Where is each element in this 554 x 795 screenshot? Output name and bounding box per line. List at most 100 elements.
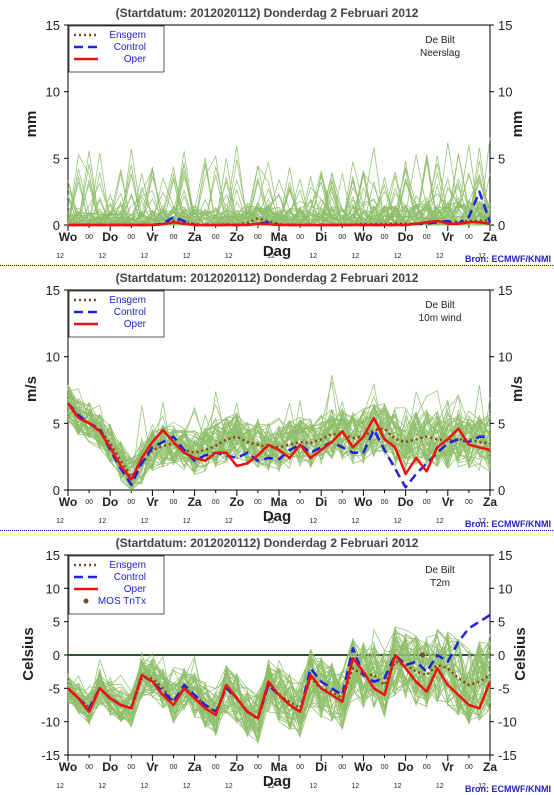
minor-hour-label: 00 (254, 234, 262, 241)
minor-hour-label: 00 (296, 499, 304, 506)
hour-label: 12 (56, 518, 64, 525)
y-tick-label: 10 (498, 581, 512, 596)
minor-hour-label: 00 (85, 499, 93, 506)
x-axis-title: Dag (263, 508, 291, 525)
y-tick-label: -10 (498, 715, 517, 730)
minor-hour-label: 00 (127, 234, 135, 241)
y-tick-label: -5 (48, 681, 60, 696)
ensemble-member-line (67, 406, 491, 470)
y-tick-label: 0 (53, 218, 60, 233)
ensemble-member-line (67, 641, 491, 725)
x-axis-title: Dag (263, 243, 291, 260)
legend-label-control: Control (114, 572, 146, 583)
y-tick-label: -15 (41, 748, 60, 763)
x-tick-label: Vr (442, 230, 454, 244)
minor-hour-label: 00 (170, 499, 178, 506)
minor-hour-label: 00 (465, 234, 473, 241)
minor-hour-label: 00 (465, 764, 473, 771)
x-tick-label: Zo (229, 495, 244, 509)
y-tick-label: 10 (46, 581, 60, 596)
oper-line (67, 653, 492, 720)
x-tick-label: Za (188, 230, 202, 244)
legend-label-control: Control (114, 307, 146, 318)
hour-label: 12 (98, 518, 106, 525)
y-axis-title-right: m/s (509, 376, 526, 402)
y-tick-label: 10 (46, 350, 60, 365)
minor-hour-label: 00 (381, 499, 389, 506)
hour-label: 12 (436, 783, 444, 790)
panel-title: (Startdatum: 2012020112) Donderdag 2 Feb… (116, 271, 419, 285)
ensemble-member-line (68, 173, 491, 226)
minor-hour-label: 00 (254, 499, 262, 506)
x-tick-label: Vr (146, 760, 158, 774)
x-tick-label: Za (483, 495, 497, 509)
legend-label-ensgem: Ensgem (109, 295, 146, 306)
legend-box (68, 25, 165, 73)
hour-label: 12 (352, 518, 360, 525)
minor-hour-label: 00 (338, 764, 346, 771)
x-tick-label: Zo (229, 230, 244, 244)
variable-label: T2m (430, 578, 450, 589)
oper-line (68, 219, 491, 227)
x-tick-label: Wo (354, 230, 372, 244)
x-tick-label: Vr (442, 760, 454, 774)
y-tick-label: 5 (53, 615, 60, 630)
hour-label: 12 (183, 783, 191, 790)
hour-label: 12 (225, 253, 233, 260)
legend-label-ensgem: Ensgem (109, 30, 146, 41)
y-tick-label: 15 (498, 548, 512, 563)
hour-label: 12 (225, 518, 233, 525)
x-tick-label: Ma (271, 760, 288, 774)
source-credit: Bron: ECMWF/KNMI (465, 254, 551, 264)
hour-label: 12 (267, 253, 275, 260)
ensemble-member-line (67, 388, 491, 490)
x-tick-label: Wo (354, 495, 372, 509)
x-tick-label: Za (483, 230, 497, 244)
y-tick-label: 15 (498, 283, 512, 298)
y-tick-label: 0 (498, 218, 505, 233)
hour-label: 12 (56, 783, 64, 790)
hour-label: 12 (183, 253, 191, 260)
legend-label-control: Control (114, 42, 146, 53)
hour-label: 12 (478, 518, 486, 525)
y-tick-label: 0 (498, 648, 505, 663)
hour-label: 12 (267, 518, 275, 525)
minor-hour-label: 00 (170, 764, 178, 771)
legend-label-oper: Oper (124, 54, 147, 65)
x-tick-label: Vr (146, 495, 158, 509)
x-tick-label: Di (315, 495, 327, 509)
y-tick-label: 10 (498, 350, 512, 365)
ensemble-member-line (67, 645, 491, 726)
y-axis-title-right: Celsius (512, 627, 529, 680)
y-axis-title-left: m/s (23, 376, 40, 402)
minor-hour-label: 00 (296, 764, 304, 771)
y-tick-label: 5 (498, 615, 505, 630)
x-tick-label: Vr (146, 230, 158, 244)
location-label: De Bilt (425, 565, 455, 576)
legend-label-mos: MOS TnTx (98, 596, 146, 607)
hour-label: 12 (352, 783, 360, 790)
minor-hour-label: 00 (423, 499, 431, 506)
y-axis-title-left: mm (23, 111, 40, 138)
x-tick-label: Do (398, 230, 414, 244)
x-tick-label: Wo (59, 230, 77, 244)
x-tick-label: Do (102, 495, 118, 509)
y-tick-label: 15 (498, 18, 512, 33)
y-tick-label: 5 (53, 416, 60, 431)
hour-label: 12 (183, 518, 191, 525)
y-axis-title-right: mm (509, 111, 526, 138)
hour-label: 12 (141, 518, 149, 525)
x-tick-label: Di (315, 230, 327, 244)
hour-label: 12 (267, 783, 275, 790)
legend-label-oper: Oper (124, 584, 147, 595)
minor-hour-label: 00 (254, 764, 262, 771)
variable-label: Neerslag (420, 48, 460, 59)
legend-label-oper: Oper (124, 319, 147, 330)
hour-label: 12 (394, 253, 402, 260)
x-tick-label: Do (398, 495, 414, 509)
hour-label: 12 (394, 518, 402, 525)
x-tick-label: Za (483, 760, 497, 774)
